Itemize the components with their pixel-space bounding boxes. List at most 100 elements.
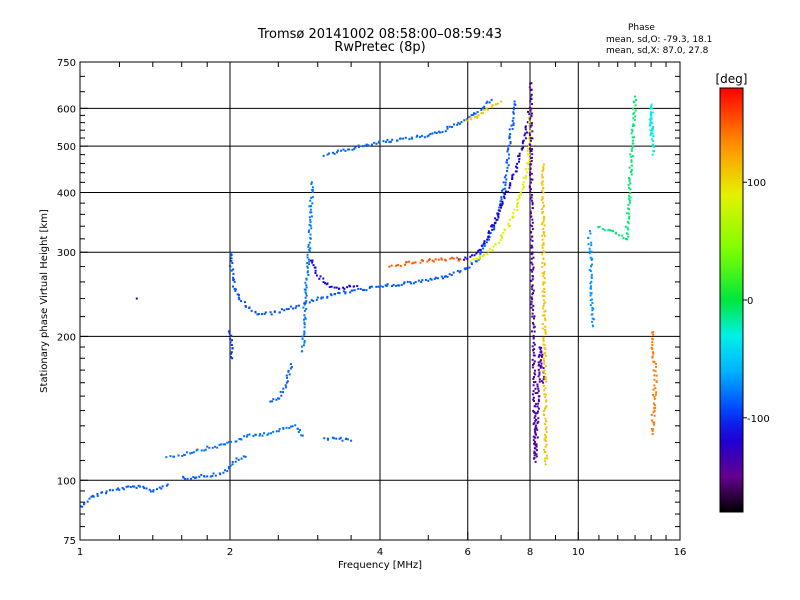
data-point — [334, 292, 337, 295]
data-point — [303, 330, 306, 333]
data-point — [381, 285, 384, 288]
data-point — [543, 302, 546, 305]
data-point — [222, 471, 225, 474]
data-point — [530, 244, 533, 247]
data-point — [590, 263, 593, 266]
data-point — [304, 296, 307, 299]
data-point — [506, 150, 509, 153]
data-point — [530, 231, 533, 234]
data-point — [530, 253, 533, 256]
data-point — [652, 352, 655, 355]
data-point — [337, 149, 340, 152]
data-point — [535, 453, 538, 456]
data-point — [370, 143, 373, 146]
data-point — [500, 204, 503, 207]
data-point — [534, 440, 537, 443]
data-point — [534, 415, 537, 418]
data-point — [518, 194, 521, 197]
data-point — [279, 390, 282, 393]
data-point — [529, 197, 532, 200]
data-point — [526, 150, 529, 153]
data-point — [652, 360, 655, 363]
data-point — [186, 477, 189, 480]
data-point — [650, 103, 653, 106]
data-point — [516, 203, 519, 206]
data-point — [357, 144, 360, 147]
data-point — [655, 391, 658, 394]
data-point — [493, 224, 496, 227]
data-point — [192, 451, 195, 454]
data-point — [475, 252, 478, 255]
data-point — [589, 294, 592, 297]
data-point — [630, 161, 633, 164]
y-tick-label: 600 — [57, 104, 76, 115]
data-point — [485, 241, 488, 244]
data-point — [531, 178, 534, 181]
data-point — [531, 393, 534, 396]
data-point — [511, 176, 514, 179]
data-point — [353, 289, 356, 292]
data-point — [311, 186, 314, 189]
data-point — [236, 293, 239, 296]
data-point — [534, 392, 537, 395]
data-point — [302, 318, 305, 321]
data-point — [288, 373, 291, 376]
data-point — [399, 137, 402, 140]
data-point — [457, 258, 460, 261]
data-point — [227, 467, 230, 470]
data-point — [650, 106, 653, 109]
data-point — [229, 337, 232, 340]
data-point — [507, 225, 510, 228]
data-point — [459, 258, 462, 261]
data-point — [598, 225, 601, 228]
data-point — [303, 309, 306, 312]
data-point — [525, 177, 528, 180]
data-point — [590, 276, 593, 279]
data-point — [531, 270, 534, 273]
data-point — [488, 248, 491, 251]
data-point — [511, 174, 514, 177]
data-point — [532, 266, 535, 269]
data-point — [533, 372, 536, 375]
data-point — [532, 399, 535, 402]
data-point — [529, 117, 532, 120]
data-point — [308, 260, 311, 263]
data-point — [143, 487, 146, 490]
data-point — [232, 268, 235, 271]
data-point — [588, 230, 591, 233]
data-point — [498, 209, 501, 212]
data-point — [122, 488, 125, 491]
data-point — [649, 105, 652, 108]
data-point — [528, 185, 531, 188]
data-point — [305, 294, 308, 297]
data-point — [530, 285, 533, 288]
data-point — [531, 239, 534, 242]
data-point — [212, 472, 215, 475]
data-point — [542, 163, 545, 166]
data-point — [543, 389, 546, 392]
data-point — [649, 122, 652, 125]
data-point — [307, 258, 310, 261]
data-point — [530, 269, 533, 272]
data-point — [539, 366, 542, 369]
data-point — [356, 284, 359, 287]
data-point — [342, 286, 345, 289]
data-point — [592, 318, 595, 321]
data-point — [597, 226, 600, 229]
data-point — [589, 304, 592, 307]
data-point — [531, 312, 534, 315]
data-point — [627, 194, 630, 197]
data-point — [512, 117, 515, 120]
data-point — [650, 427, 653, 430]
data-point — [505, 161, 508, 164]
data-point — [518, 154, 521, 157]
data-point — [227, 330, 230, 333]
data-point — [543, 407, 546, 410]
data-point — [491, 225, 494, 228]
data-point — [630, 159, 633, 162]
data-point — [410, 137, 413, 140]
data-point — [524, 128, 527, 131]
data-point — [351, 289, 354, 292]
data-point — [504, 184, 507, 187]
data-point — [441, 130, 444, 133]
